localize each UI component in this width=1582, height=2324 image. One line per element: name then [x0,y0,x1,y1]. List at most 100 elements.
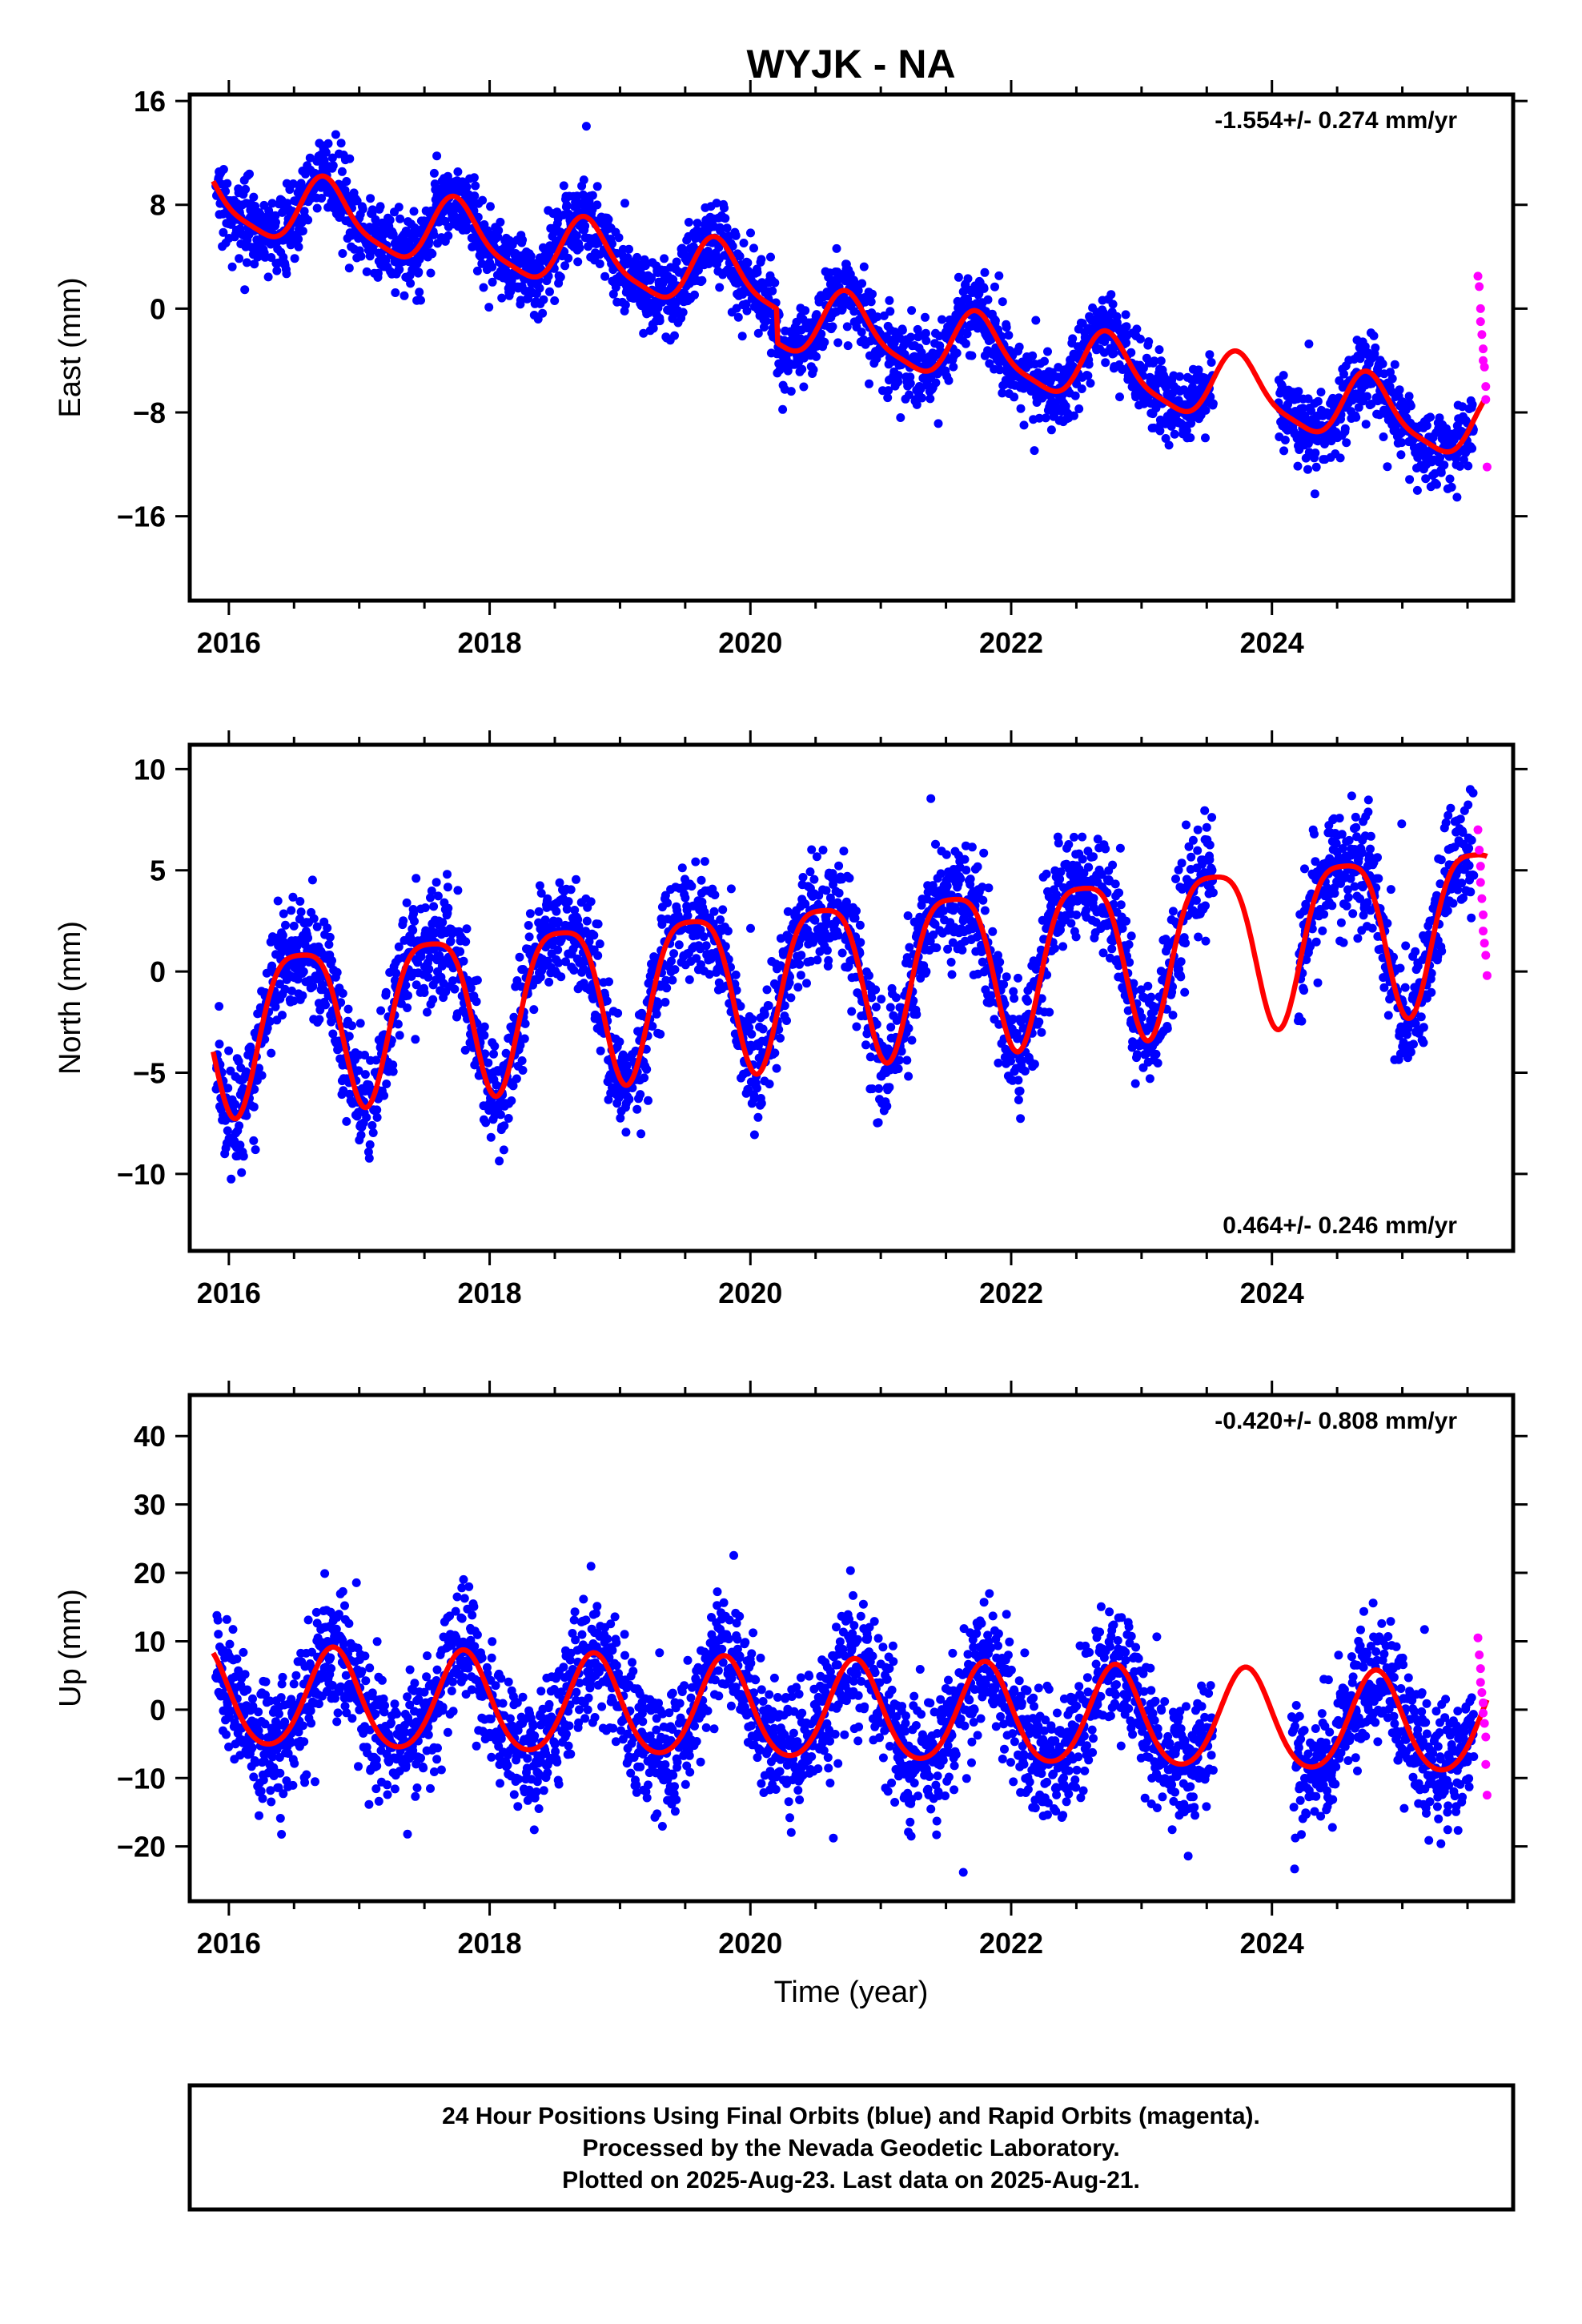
final-orbit-point [231,1100,240,1109]
final-orbit-point [450,984,460,994]
final-orbit-point [315,1015,324,1024]
final-orbit-point [372,1105,382,1115]
final-orbit-point [843,341,853,351]
x-tick-label: 2018 [458,626,522,659]
final-orbit-point [699,932,709,942]
final-orbit-point [287,906,296,915]
final-orbit-point [372,1112,382,1122]
final-orbit-point [998,297,1007,307]
final-orbit-point [250,259,259,269]
final-orbit-point [746,923,755,933]
final-orbit-point [749,1130,759,1140]
final-orbit-point [273,896,283,906]
final-orbit-point [535,881,544,891]
final-orbit-point [1464,461,1473,471]
final-orbit-point [1436,468,1446,477]
final-orbit-point [573,257,583,267]
final-orbit-point [949,362,958,372]
final-orbit-point [1371,343,1380,352]
final-orbit-point [428,995,438,1004]
final-orbit-point [921,312,930,322]
final-orbit-point [299,967,308,976]
final-orbit-point [539,295,548,304]
final-orbit-point [1279,446,1289,456]
final-orbit-point [722,223,732,233]
final-orbit-point [400,291,409,300]
final-orbit-point [672,257,681,267]
final-orbit-point [1313,396,1323,406]
final-orbit-point [235,1140,245,1150]
final-orbit-point [1004,331,1014,340]
final-orbit-point [280,984,290,994]
final-orbit-point [983,295,993,304]
final-orbit-point [294,235,303,244]
final-orbit-point [566,885,576,895]
final-orbit-point [674,940,684,950]
x-tick-label: 2020 [718,1277,782,1309]
final-orbit-point [761,316,771,326]
x-tick-label: 2024 [1240,626,1304,659]
final-orbit-point [893,1064,903,1074]
final-orbit-point [859,262,869,271]
final-orbit-point [484,303,494,312]
final-orbit-point [744,267,753,275]
final-orbit-point [818,846,828,854]
final-orbit-point [1122,322,1131,332]
final-orbit-point [507,1096,516,1105]
final-orbit-point [224,1046,234,1055]
final-orbit-point [289,996,299,1006]
final-orbit-point [796,971,805,980]
final-orbit-point [402,898,412,907]
final-orbit-point [873,312,882,322]
final-orbit-point [742,306,752,316]
final-orbit-point [495,1156,504,1166]
final-orbit-point [942,850,951,859]
final-orbit-point [1201,405,1211,415]
final-orbit-point [572,875,580,884]
final-orbit-point [593,919,603,929]
final-orbit-point [896,413,905,422]
final-orbit-point [602,996,612,1006]
final-orbit-point [420,903,430,912]
final-orbit-point [873,1118,883,1128]
final-orbit-point [906,332,916,342]
final-orbit-point [1188,384,1198,393]
final-orbit-point [885,1003,895,1012]
final-orbit-point [1435,453,1444,463]
final-orbit-point [926,394,935,404]
final-orbit-point [1041,413,1050,423]
final-orbit-point [1077,384,1086,393]
final-orbit-point [681,893,690,903]
final-orbit-point [415,287,424,297]
final-orbit-point [356,251,366,261]
final-orbit-point [737,332,747,341]
final-orbit-point [776,1033,785,1043]
final-orbit-point [1280,436,1290,444]
final-orbit-point [786,387,796,396]
final-orbit-point [797,951,806,960]
final-orbit-point [678,308,688,317]
final-orbit-point [1340,424,1350,433]
final-orbit-point [842,322,852,332]
final-orbit-point [726,884,736,894]
x-tick-label: 2022 [979,1277,1043,1309]
final-orbit-point [556,272,565,282]
final-orbit-point [556,972,566,982]
final-orbit-point [877,995,886,1004]
final-orbit-point [399,916,408,926]
final-orbit-point [995,365,1005,375]
final-orbit-point [893,377,903,387]
final-orbit-point [466,983,476,993]
final-orbit-point [1086,379,1095,388]
final-orbit-point [572,231,581,240]
model-curve [211,173,1489,455]
final-orbit-point [562,904,572,914]
final-orbit-point [489,1049,498,1059]
final-orbit-point [980,906,990,915]
final-orbit-point [1310,489,1319,499]
final-orbit-point [538,308,548,318]
final-orbit-point [652,1009,661,1019]
final-orbit-point [288,892,298,902]
final-orbit-point [575,243,584,253]
